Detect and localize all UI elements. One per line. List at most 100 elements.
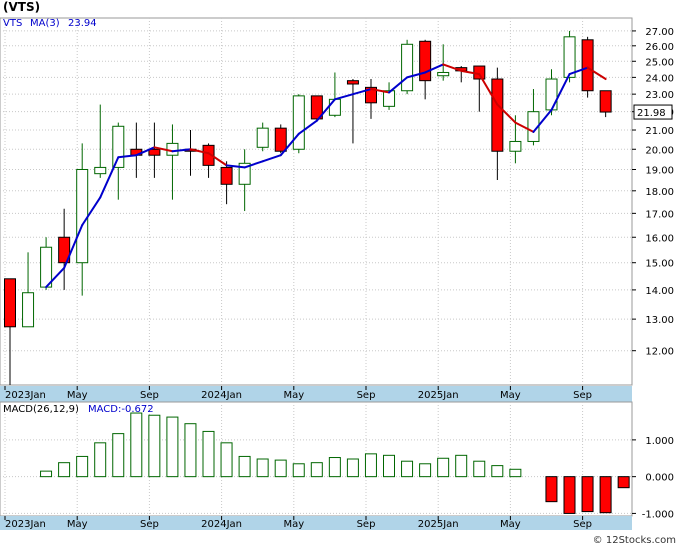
macd-x-tick-label: Sep xyxy=(357,519,376,530)
macd-bar xyxy=(545,476,558,503)
ma3-segment xyxy=(388,76,409,94)
ma3-segment xyxy=(478,73,499,106)
macd-bar xyxy=(202,430,215,478)
candle-body xyxy=(148,148,161,156)
macd-bar xyxy=(112,433,125,478)
ma3-segment xyxy=(424,63,445,74)
macd-bar xyxy=(274,459,287,478)
ma3-segment xyxy=(532,108,553,133)
candle-body xyxy=(365,86,377,104)
price-y-tick-label: 18.00 xyxy=(645,187,674,198)
macd-bar xyxy=(328,457,341,478)
macd-bars xyxy=(40,412,630,514)
candle-body xyxy=(509,140,522,152)
legend-ticker: VTS xyxy=(3,18,22,29)
price-y-tick-label: 19.00 xyxy=(645,165,674,176)
macd-bar xyxy=(455,454,468,478)
price-y-tick-label: 23.00 xyxy=(645,90,674,101)
ma3-segment xyxy=(117,154,138,159)
macd-bar xyxy=(419,463,432,478)
ma3-segment xyxy=(297,119,318,135)
ma3-segment xyxy=(99,156,120,199)
macd-bar xyxy=(401,460,414,478)
ma3-segment xyxy=(225,164,246,169)
candle-body xyxy=(166,142,179,156)
candle-body xyxy=(563,36,576,78)
ma3-segment xyxy=(351,88,372,96)
ma3-segment xyxy=(460,69,481,76)
price-x-tick-label: May xyxy=(283,390,304,401)
ma3-segment xyxy=(207,152,228,167)
ma3-segment xyxy=(189,148,210,155)
macd-bar xyxy=(473,460,486,478)
macd-bar xyxy=(238,455,251,478)
candle-body xyxy=(256,127,269,148)
candle-body xyxy=(581,39,594,92)
macd-bar xyxy=(148,414,161,478)
macd-bar xyxy=(346,458,359,478)
ma3-segment xyxy=(315,98,336,122)
legend-ma-value: 23.94 xyxy=(68,18,97,29)
price-y-tick-label: 17.00 xyxy=(645,209,674,220)
candle-body xyxy=(437,71,450,77)
candle-body xyxy=(310,95,323,120)
candle-body xyxy=(40,246,53,288)
macd-bar xyxy=(94,442,107,478)
price-y-tick-label: 24.00 xyxy=(645,73,674,84)
candle-body xyxy=(274,127,287,152)
ma3-segment xyxy=(550,73,571,111)
ma3-segment xyxy=(45,266,66,289)
macd-bar xyxy=(292,463,305,478)
ma3-segment xyxy=(514,121,535,133)
price-y-tick-label: 13.00 xyxy=(645,315,674,326)
ma3-segment xyxy=(243,160,264,169)
price-x-tick-label: 2025Jan xyxy=(418,390,459,401)
macd-y-tick-label: 1.000 xyxy=(645,436,674,447)
price-y-tick-label: 14.00 xyxy=(645,286,674,297)
last-price-label: 21.98 xyxy=(637,108,666,119)
ma3-segment xyxy=(496,103,517,124)
candle-body xyxy=(346,80,359,85)
macd-bar xyxy=(364,453,377,478)
macd-value: MACD:-0.672 xyxy=(88,404,154,415)
candles xyxy=(4,30,612,385)
macd-y-tick-label: 0.000 xyxy=(645,473,674,484)
price-y-tick-label: 25.00 xyxy=(645,57,674,68)
candle-body xyxy=(238,162,251,185)
macd-bar xyxy=(563,476,576,514)
ma3-segment xyxy=(81,196,102,227)
macd-x-tick-label: 2023Jan xyxy=(5,519,46,530)
macd-x-tick-label: May xyxy=(67,519,88,530)
ma3-segment xyxy=(153,146,174,153)
ma3-segment xyxy=(568,66,589,76)
macd-y-tick-label: -1.000 xyxy=(642,509,674,520)
candle-body xyxy=(599,90,612,113)
price-y-tick-label: 20.00 xyxy=(645,145,674,156)
candle-body xyxy=(94,166,107,175)
macd-x-axis: 2023Jan May Sep 2024Jan May Sep 2025Jan May Sep xyxy=(4,516,592,530)
price-x-tick-label: May xyxy=(500,390,521,401)
price-x-tick-label: May xyxy=(67,390,88,401)
price-x-axis-band xyxy=(0,386,632,402)
price-panel xyxy=(0,17,633,386)
ma3-segment xyxy=(333,93,354,101)
legend-ma-label: MA(3) xyxy=(30,18,60,29)
candle-body xyxy=(383,90,396,107)
macd-title: MACD(26,12,9) xyxy=(3,404,79,415)
macd-bar xyxy=(220,442,233,478)
ma3-segment xyxy=(63,224,84,269)
ma3-segment xyxy=(442,63,463,72)
price-x-tick-label: Sep xyxy=(357,390,376,401)
macd-bar xyxy=(491,465,504,478)
macd-y-axis: 1.000 0.000 -1.000 xyxy=(632,436,674,520)
ma3-segment xyxy=(135,146,156,157)
price-y-tick-label: 26.00 xyxy=(645,42,674,53)
macd-bar xyxy=(617,476,630,489)
candle-body xyxy=(545,78,558,111)
macd-x-tick-label: Sep xyxy=(573,519,592,530)
macd-bar xyxy=(310,462,323,478)
candle-body xyxy=(401,43,414,92)
macd-bar xyxy=(437,457,450,478)
ma3-segment xyxy=(586,66,607,81)
